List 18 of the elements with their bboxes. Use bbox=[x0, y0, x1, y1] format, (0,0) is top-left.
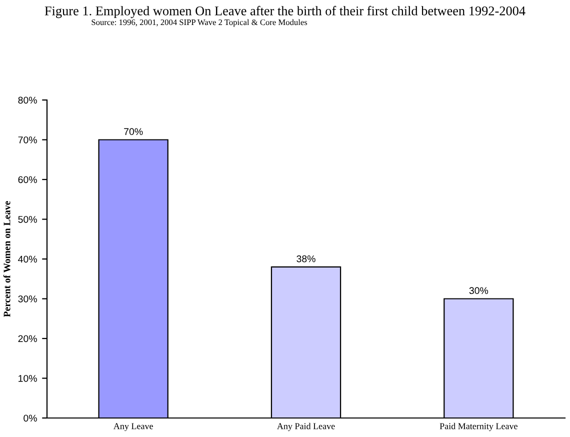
y-tick-label: 30% bbox=[18, 295, 37, 302]
x-tick-label: Paid Maternity Leave bbox=[440, 422, 518, 432]
chart-title: Figure 1. Employed women On Leave after the birth of their first child between 1992-2004 bbox=[44, 6, 526, 18]
x-tick-label: Any Leave bbox=[113, 423, 153, 432]
y-tick-label: 80% bbox=[18, 96, 37, 104]
y-axis-title: Percent of Women on Leave bbox=[3, 201, 10, 317]
y-tick-label: 60% bbox=[18, 176, 37, 184]
y-tick-label: 50% bbox=[18, 216, 37, 223]
y-tick-label: 0% bbox=[24, 414, 37, 422]
y-tick-label: 20% bbox=[18, 335, 37, 342]
data-label: 70% bbox=[124, 128, 143, 136]
data-label: 38% bbox=[296, 255, 316, 262]
y-tick-label: 70% bbox=[18, 136, 37, 144]
x-tick-label: Any Paid Leave bbox=[277, 422, 335, 432]
y-tick-label: 10% bbox=[18, 374, 37, 382]
y-tick-label: 40% bbox=[18, 256, 37, 263]
chart-subtitle: Source: 1996, 2001, 2004 SIPP Wave 2 Topical & Core Modules bbox=[92, 19, 308, 27]
data-label: 30% bbox=[469, 287, 488, 294]
